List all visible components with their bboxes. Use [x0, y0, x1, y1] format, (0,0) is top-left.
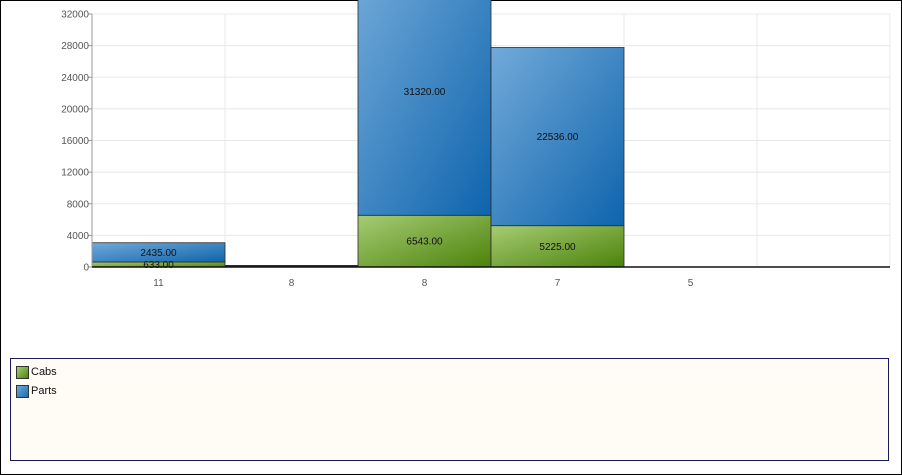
x-tick-label: 7: [555, 278, 561, 289]
y-tick-label: 20000: [61, 104, 89, 115]
bar-cabs: [490, 225, 625, 268]
x-tick-label: 5: [688, 278, 694, 289]
legend-swatch-cabs: [16, 365, 29, 379]
data-label-cabs: 633.00: [143, 260, 174, 271]
bars: [91, 0, 625, 268]
data-label-parts: 22536.00: [537, 132, 579, 143]
data-label-parts: 31320.00: [404, 87, 446, 98]
x-tick-label: 8: [422, 278, 428, 289]
y-tick-label: 8000: [67, 199, 90, 210]
y-tick-label: 0: [83, 263, 89, 274]
y-tick-label: 28000: [61, 41, 89, 52]
data-label-parts: 2435.00: [140, 248, 177, 259]
legend-swatch-parts: [16, 384, 29, 398]
bar-parts: [357, 0, 492, 216]
legend-label-cabs: Cabs: [31, 366, 57, 378]
y-tick-label: 24000: [61, 73, 89, 84]
legend-item-cabs: Cabs: [16, 364, 888, 380]
y-tick-label: 16000: [61, 136, 89, 147]
bar-parts: [490, 47, 625, 227]
legend: Cabs Parts: [10, 358, 889, 461]
y-tick-label: 12000: [61, 168, 89, 179]
legend-label-parts: Parts: [31, 385, 57, 397]
x-tick-label: 8: [289, 278, 295, 289]
legend-item-parts: Parts: [16, 383, 888, 399]
bar-zero-stack: [225, 265, 358, 267]
x-tick-label: 11: [153, 278, 164, 289]
data-label-cabs: 5225.00: [539, 242, 576, 253]
axes: 0 4000 8000 12000 16000 20000 24000 28000 32000 1…: [61, 10, 890, 289]
y-tick-label: 4000: [67, 231, 90, 242]
y-tick-label: 32000: [61, 10, 89, 21]
stacked-bar-chart: 0 4000 8000 12000 16000 20000 24000 28000 32000 1…: [61, 0, 891, 289]
data-label-cabs: 6543.00: [406, 237, 443, 248]
